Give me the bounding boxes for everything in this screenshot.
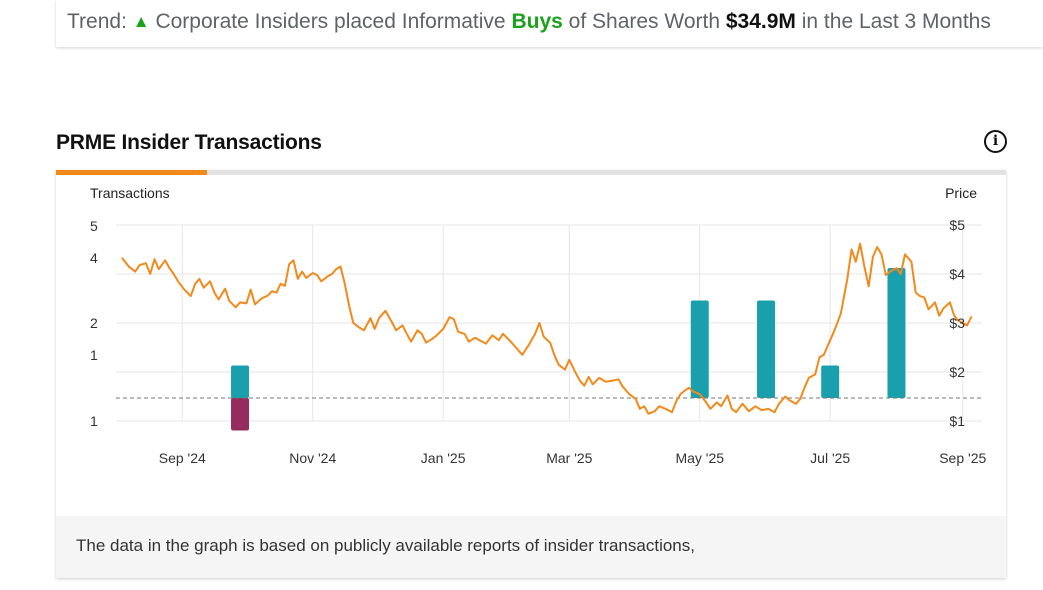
x-tick-label: Mar '25 [546,450,592,466]
footer-band: The data in the graph is based on public… [56,516,1006,578]
trend-prefix: Trend: [67,10,127,33]
bars-layer [116,268,982,431]
left-tick-label: 2 [90,315,98,331]
buy-bar [887,268,906,398]
tab-track [56,170,1006,175]
right-tick-label: $1 [949,413,965,429]
left-tick-label: 5 [90,218,98,234]
x-tick-label: Sep '24 [159,450,206,466]
right-tick-label: $2 [949,364,965,380]
buy-bar [821,365,840,398]
left-tick-label: 1 [90,347,98,363]
x-tick-label: May '25 [675,450,724,466]
tab-active-indicator[interactable] [56,170,207,175]
trend-text-before: Corporate Insiders placed Informative [155,10,506,33]
labels-layer: 5 4 2 1 1 $5 $4 $3 $2 $1 Sep '24 Nov '24 Jan '25 Mar … [90,217,986,466]
x-tick-label: Nov '24 [289,450,336,466]
left-tick-label: 4 [90,250,98,266]
footer-note: The data in the graph is based on public… [76,536,695,555]
right-axis-title: Price [945,185,977,201]
trend-amount: $34.9M [725,10,796,33]
x-tick-label: Sep '25 [939,450,986,466]
trend-text-middle: of Shares Worth [568,10,721,33]
left-axis-title: Transactions [90,185,170,201]
trend-text: Trend: ▲ Corporate Insiders placed Infor… [67,10,991,34]
sell-bar [231,398,250,431]
insider-chart: Transactions Price 5 4 2 1 1 $5 $4 $3 $2 $1 Sep '2… [90,185,986,466]
right-tick-label: $5 [949,217,965,233]
x-tick-label: Jul '25 [810,450,850,466]
buy-bar [231,365,250,398]
info-icon-glyph: i [992,133,999,149]
x-tick-label: Jan '25 [421,450,466,466]
trend-up-arrow-icon: ▲ [132,12,150,31]
buy-bar [690,300,709,398]
buy-bar [757,300,776,398]
price-line [121,242,973,415]
price-layer [121,242,973,415]
chart-card: Transactions Price 5 4 2 1 1 $5 $4 $3 $2 $1 Sep '2… [56,170,1006,578]
section-title: PRME Insider Transactions [56,131,322,154]
left-tick-label: 1 [90,413,98,429]
right-tick-label: $3 [949,315,965,331]
right-tick-label: $4 [949,266,965,282]
trend-text-after: in the Last 3 Months [801,10,991,33]
trend-banner: Trend: ▲ Corporate Insiders placed Infor… [56,0,1043,47]
trend-action: Buys [511,10,563,33]
info-icon[interactable]: i [984,130,1007,153]
